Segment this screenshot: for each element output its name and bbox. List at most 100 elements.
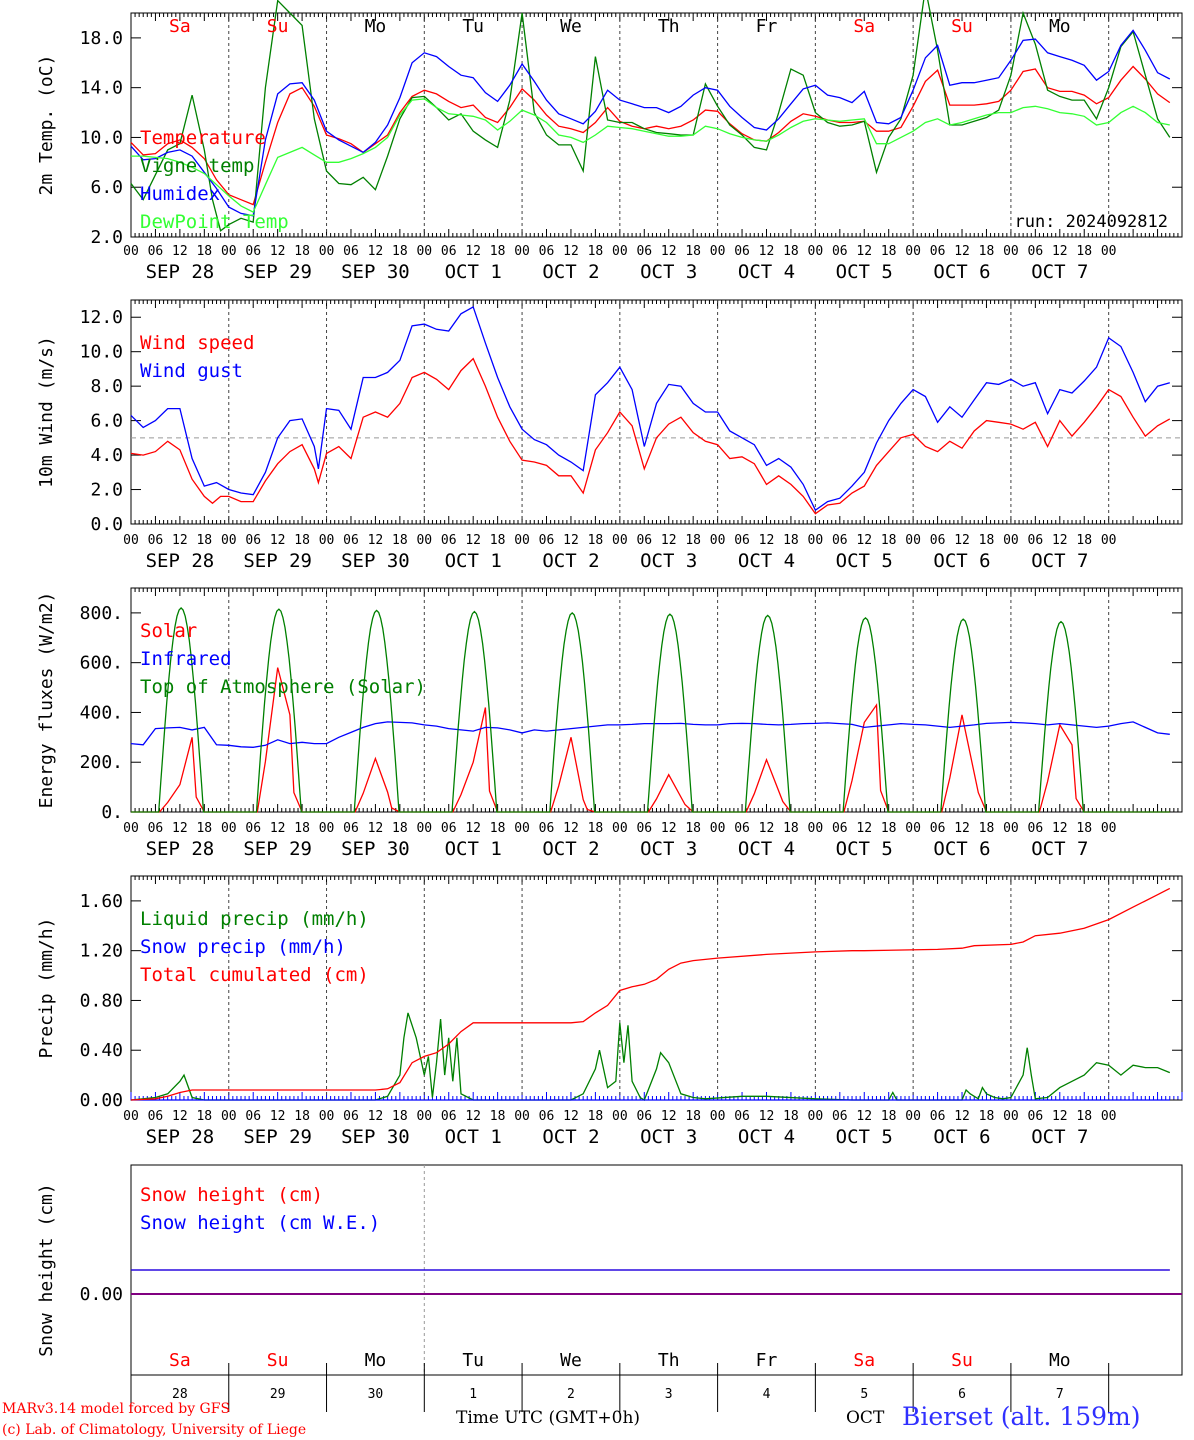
hour-tick-label: 18 [392, 244, 408, 259]
hour-tick-label: 12 [1052, 1109, 1068, 1124]
weekday-label: Su [267, 16, 289, 37]
hour-tick-label: 12 [368, 533, 384, 548]
hour-tick-label: 00 [612, 244, 628, 259]
hour-tick-label: 06 [636, 1109, 652, 1124]
weekday-label: Mo [1049, 16, 1071, 37]
hour-tick-label: 00 [319, 533, 335, 548]
panel-frame [130, 12, 1183, 238]
hour-tick-label: 18 [490, 244, 506, 259]
hour-tick-label: 12 [172, 821, 188, 836]
hour-tick-label: 00 [905, 1109, 921, 1124]
day-label: OCT 2 [542, 550, 599, 572]
hour-tick-label: 12 [270, 821, 286, 836]
hour-tick-label: 00 [710, 533, 726, 548]
hour-tick-label: 00 [514, 1109, 530, 1124]
hour-tick-label: 18 [979, 1109, 995, 1124]
day-label: OCT 3 [640, 550, 697, 572]
weekday-label-bottom: We [560, 1350, 582, 1371]
hour-tick-label: 18 [490, 821, 506, 836]
day-label: OCT 5 [836, 1126, 893, 1148]
legend-entry: Infrared [140, 648, 232, 670]
legend-entry: Total cumulated (cm) [140, 964, 369, 986]
hour-tick-label: 18 [1076, 821, 1092, 836]
y-tick-label: 0.00 [80, 1090, 123, 1111]
hour-tick-label: 12 [270, 533, 286, 548]
day-number: 30 [368, 1387, 384, 1402]
day-label: SEP 29 [243, 261, 312, 283]
hour-tick-label: 06 [441, 244, 457, 259]
hour-tick-label: 12 [661, 244, 677, 259]
hour-tick-label: 06 [930, 1109, 946, 1124]
hour-tick-label: 18 [783, 821, 799, 836]
panel-frame [130, 299, 1183, 525]
day-label: SEP 30 [341, 1126, 410, 1148]
hour-tick-label: 06 [636, 821, 652, 836]
hour-tick-label: 06 [148, 533, 164, 548]
series-line [130, 1012, 1171, 1101]
hour-tick-label: 06 [734, 533, 750, 548]
hour-tick-label: 06 [245, 533, 261, 548]
hour-tick-label: 06 [930, 244, 946, 259]
weekday-label: Fr [756, 16, 778, 37]
hour-tick-label: 06 [832, 1109, 848, 1124]
panel-5: 0.00 Snow height (cm) Snow height (cm) Snow… [36, 1164, 1183, 1376]
hour-tick-label: 18 [392, 533, 408, 548]
hour-tick-label: 06 [245, 821, 261, 836]
day-label: OCT 7 [1031, 261, 1088, 283]
day-label: OCT 4 [738, 1126, 795, 1148]
hour-tick-label: 00 [123, 533, 139, 548]
panel-2: 0.0 2.0 4.0 6.0 8.0 10.0 12.0 10m Wind (m/s) Win… [36, 299, 1183, 572]
weekday-label-bottom: Tu [462, 1350, 484, 1371]
day-label: SEP 29 [243, 550, 312, 572]
hour-tick-label: 12 [465, 244, 481, 259]
hour-tick-label: 00 [319, 821, 335, 836]
hour-tick-label: 06 [148, 244, 164, 259]
hour-tick-label: 00 [710, 1109, 726, 1124]
hour-tick-label: 00 [221, 533, 237, 548]
hour-tick-label: 18 [588, 821, 604, 836]
legend-entry: Wind speed [140, 332, 254, 354]
hour-tick-label: 00 [1101, 821, 1117, 836]
hour-tick-label: 06 [245, 1109, 261, 1124]
y-tick-label: 2.0 [90, 480, 123, 501]
hour-tick-label: 00 [808, 1109, 824, 1124]
hour-tick-label: 12 [856, 244, 872, 259]
hour-tick-label: 18 [294, 1109, 310, 1124]
day-number: 1 [469, 1387, 477, 1402]
legend-entry: Liquid precip (mm/h) [140, 908, 369, 930]
weekday-label: Su [951, 16, 973, 37]
station-label: Bierset (alt. 159m) [902, 1402, 1141, 1431]
hour-tick-label: 00 [221, 1109, 237, 1124]
day-label: OCT 1 [445, 261, 502, 283]
y-tick-label: 10.0 [80, 342, 123, 363]
hour-tick-label: 12 [954, 1109, 970, 1124]
y-axis-label: 10m Wind (m/s) [36, 336, 57, 488]
lab-credit: (c) Lab. of Climatology, University of L… [2, 1422, 307, 1438]
hour-tick-label: 12 [856, 1109, 872, 1124]
hour-tick-label: 18 [392, 821, 408, 836]
hour-tick-label: 12 [661, 533, 677, 548]
day-label: SEP 28 [146, 838, 215, 860]
hour-tick-label: 06 [734, 1109, 750, 1124]
hour-tick-label: 12 [172, 1109, 188, 1124]
day-label: OCT 5 [836, 261, 893, 283]
hour-tick-label: 00 [905, 533, 921, 548]
hour-tick-label: 12 [465, 821, 481, 836]
hour-tick-label: 00 [514, 244, 530, 259]
hour-tick-label: 06 [343, 533, 359, 548]
day-label: OCT 4 [738, 261, 795, 283]
y-axis-label: 2m Temp. (oC) [36, 55, 57, 196]
hour-tick-label: 18 [196, 244, 212, 259]
panel-4: 0.00 0.40 0.80 1.20 1.60 Precip (mm/h) Liquid … [36, 875, 1183, 1148]
day-number: 6 [958, 1387, 966, 1402]
weekday-label-bottom: Mo [1049, 1350, 1071, 1371]
hour-tick-label: 18 [1076, 244, 1092, 259]
y-tick-label: 200. [80, 752, 123, 773]
hour-tick-label: 18 [294, 821, 310, 836]
day-label: SEP 28 [146, 550, 215, 572]
y-tick-label: 18.0 [80, 28, 123, 49]
hour-tick-label: 12 [465, 1109, 481, 1124]
day-label: OCT 1 [445, 838, 502, 860]
day-label: OCT 2 [542, 838, 599, 860]
hour-tick-label: 18 [685, 821, 701, 836]
